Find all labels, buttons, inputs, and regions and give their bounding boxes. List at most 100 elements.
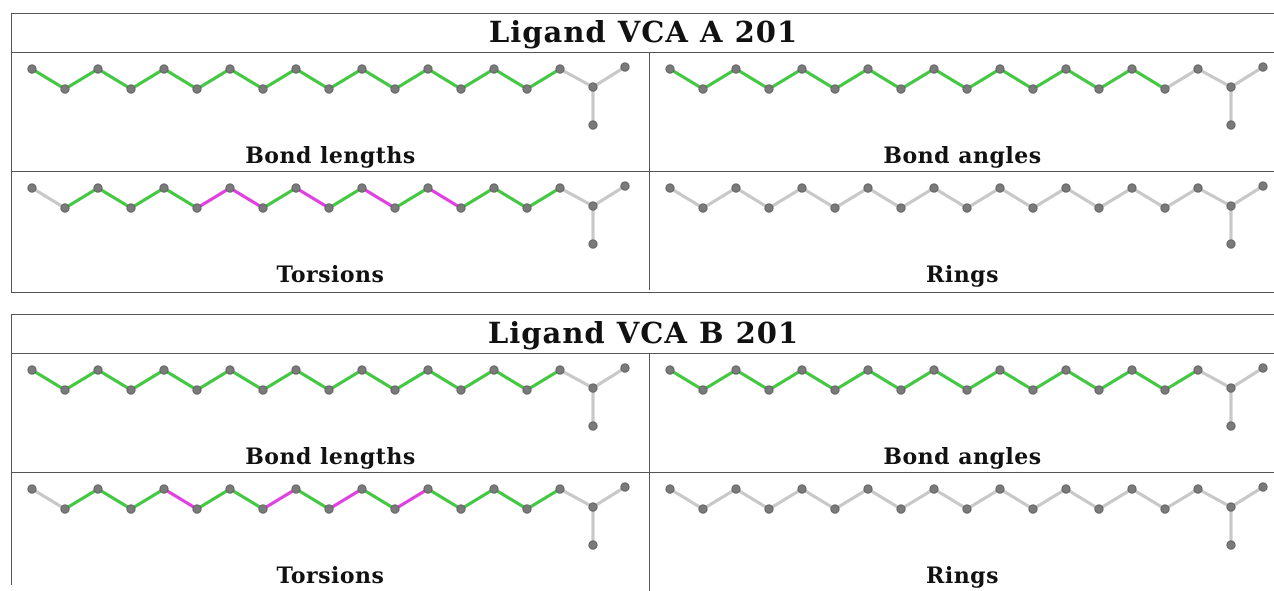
atom — [357, 183, 367, 193]
bond — [1163, 186, 1200, 210]
atom — [962, 84, 972, 94]
bond — [1163, 487, 1200, 511]
bond — [734, 186, 771, 210]
bond — [591, 65, 627, 89]
atom — [1160, 203, 1170, 213]
atom — [995, 64, 1005, 74]
bond — [833, 368, 870, 392]
atom — [896, 203, 906, 213]
bond — [701, 487, 738, 511]
atom — [324, 385, 334, 395]
atom — [522, 84, 532, 94]
bond — [668, 67, 705, 91]
atom — [126, 84, 136, 94]
bond — [525, 368, 562, 392]
atom — [863, 64, 873, 74]
atom — [665, 365, 675, 375]
bond — [525, 186, 562, 210]
atom — [390, 504, 400, 514]
atom — [1061, 64, 1071, 74]
atom — [126, 385, 136, 395]
atom — [126, 504, 136, 514]
atom — [390, 385, 400, 395]
atom — [489, 183, 499, 193]
atom — [830, 385, 840, 395]
bond — [129, 67, 166, 91]
bond — [1163, 368, 1200, 392]
atom — [258, 504, 268, 514]
atom — [522, 504, 532, 514]
atom — [698, 385, 708, 395]
atom — [258, 203, 268, 213]
bond — [261, 368, 298, 392]
atom — [357, 484, 367, 494]
atom — [1226, 239, 1236, 249]
atom — [555, 64, 565, 74]
bond — [998, 186, 1035, 210]
atom — [731, 484, 741, 494]
bond — [899, 487, 936, 511]
bond — [1130, 487, 1167, 511]
atom — [929, 64, 939, 74]
atom — [797, 484, 807, 494]
bond — [734, 487, 771, 511]
atom — [1226, 201, 1236, 211]
bond — [492, 186, 529, 210]
atom — [620, 482, 630, 492]
atom — [797, 64, 807, 74]
atom — [357, 365, 367, 375]
atom — [522, 385, 532, 395]
bond — [492, 67, 529, 91]
atom — [1061, 484, 1071, 494]
bond — [294, 186, 331, 210]
atom — [225, 365, 235, 375]
atom — [192, 203, 202, 213]
atom — [1226, 502, 1236, 512]
atom — [27, 365, 37, 375]
atom — [27, 183, 37, 193]
atom — [698, 203, 708, 213]
atom — [1094, 385, 1104, 395]
bond — [30, 67, 67, 91]
atom — [258, 385, 268, 395]
bond — [1196, 487, 1233, 509]
bond-angles-cell: Bond angles — [650, 53, 1274, 171]
molecule-diagram — [665, 181, 1268, 249]
bond — [525, 67, 562, 91]
bond — [1097, 186, 1134, 210]
atom — [1193, 365, 1203, 375]
atom — [126, 203, 136, 213]
bond — [998, 487, 1035, 511]
bond — [1031, 368, 1068, 392]
bond — [195, 487, 232, 511]
bond — [30, 487, 67, 511]
ligand-panel-b: Ligand VCA B 201 Bond lengths Bond angle… — [11, 314, 1274, 591]
atom — [390, 203, 400, 213]
bond — [459, 487, 496, 511]
bond-lengths-cell: Bond lengths — [12, 354, 650, 472]
panel-title: Ligand VCA B 201 — [12, 315, 1274, 354]
molecule-diagram — [665, 482, 1268, 550]
atom — [1226, 540, 1236, 550]
atom — [1226, 421, 1236, 431]
atom — [620, 62, 630, 72]
atom — [1226, 120, 1236, 130]
atom — [1127, 484, 1137, 494]
cell-caption: Bond angles — [883, 143, 1042, 169]
bond — [228, 368, 265, 392]
atom — [731, 183, 741, 193]
atom — [896, 504, 906, 514]
atom — [555, 183, 565, 193]
atom — [489, 365, 499, 375]
atom — [929, 365, 939, 375]
atom — [1028, 84, 1038, 94]
atom — [830, 504, 840, 514]
bond — [492, 487, 529, 511]
bond — [1196, 186, 1233, 208]
ligand-panel-a: Ligand VCA A 201 Bond lengths Bond angle… — [11, 13, 1274, 293]
molecule-diagram — [27, 62, 630, 130]
bond — [228, 67, 265, 91]
bond — [294, 487, 331, 511]
bond — [800, 67, 837, 91]
atom — [456, 385, 466, 395]
